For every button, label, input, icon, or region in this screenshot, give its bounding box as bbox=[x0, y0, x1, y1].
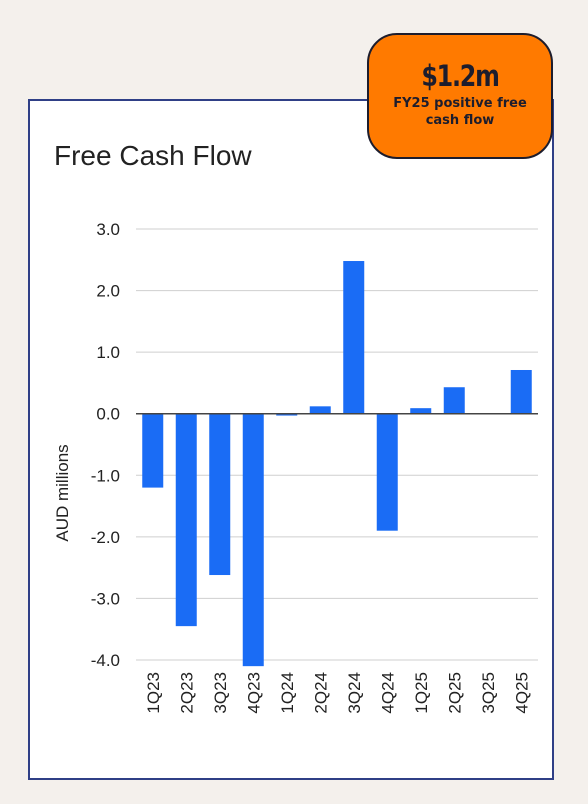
x-tick-label: 4Q25 bbox=[512, 672, 531, 714]
x-tick-label: 3Q25 bbox=[479, 672, 498, 714]
badge-value: $1.2m bbox=[421, 59, 500, 93]
bar-3q23 bbox=[209, 413, 231, 576]
x-tick-label: 4Q23 bbox=[244, 672, 263, 714]
y-axis-title: AUD millions bbox=[53, 444, 72, 541]
fcf-highlight-badge: $1.2m FY25 positive free cash flow bbox=[367, 33, 553, 159]
x-tick-label: 2Q23 bbox=[177, 672, 196, 714]
x-tick-label: 2Q25 bbox=[445, 672, 464, 714]
x-tick-label: 1Q24 bbox=[278, 672, 297, 714]
x-tick-label: 3Q23 bbox=[211, 672, 230, 714]
bar-4q25 bbox=[510, 369, 532, 414]
gridlines bbox=[136, 228, 538, 661]
x-tick-label: 4Q24 bbox=[378, 672, 397, 714]
x-tick-label: 1Q23 bbox=[144, 672, 163, 714]
bar-2q24 bbox=[309, 406, 331, 414]
bar-1q25 bbox=[410, 408, 432, 414]
x-tick-label: 1Q25 bbox=[412, 672, 431, 714]
bars bbox=[142, 261, 532, 667]
y-tick-label: 3.0 bbox=[96, 220, 120, 239]
bar-1q23 bbox=[142, 413, 164, 488]
bar-3q24 bbox=[343, 261, 365, 414]
x-tick-label: 3Q24 bbox=[345, 672, 364, 714]
y-axis-ticks: 3.0 2.0 1.0 0.0 -1.0 -2.0 -3.0 -4.0 bbox=[91, 220, 120, 670]
bar-2q23 bbox=[175, 413, 197, 627]
bar-4q24 bbox=[376, 413, 398, 531]
bar-4q23 bbox=[242, 413, 264, 667]
y-tick-label: -4.0 bbox=[91, 651, 120, 670]
y-tick-label: -2.0 bbox=[91, 528, 120, 547]
y-tick-label: -1.0 bbox=[91, 466, 120, 485]
chart-title: Free Cash Flow bbox=[54, 140, 252, 171]
bar-1q24 bbox=[276, 413, 298, 416]
y-tick-label: 2.0 bbox=[96, 282, 120, 301]
chart-card bbox=[28, 99, 554, 780]
x-tick-label: 2Q24 bbox=[311, 672, 330, 714]
badge-caption: FY25 positive free cash flow bbox=[393, 96, 527, 128]
y-tick-label: 1.0 bbox=[96, 343, 120, 362]
bar-2q25 bbox=[443, 387, 465, 414]
y-tick-label: 0.0 bbox=[96, 405, 120, 424]
y-tick-label: -3.0 bbox=[91, 589, 120, 608]
x-axis-ticks: 1Q23 2Q23 3Q23 4Q23 1Q24 2Q24 3Q24 4Q24 1Q25 2Q25… bbox=[144, 672, 532, 714]
